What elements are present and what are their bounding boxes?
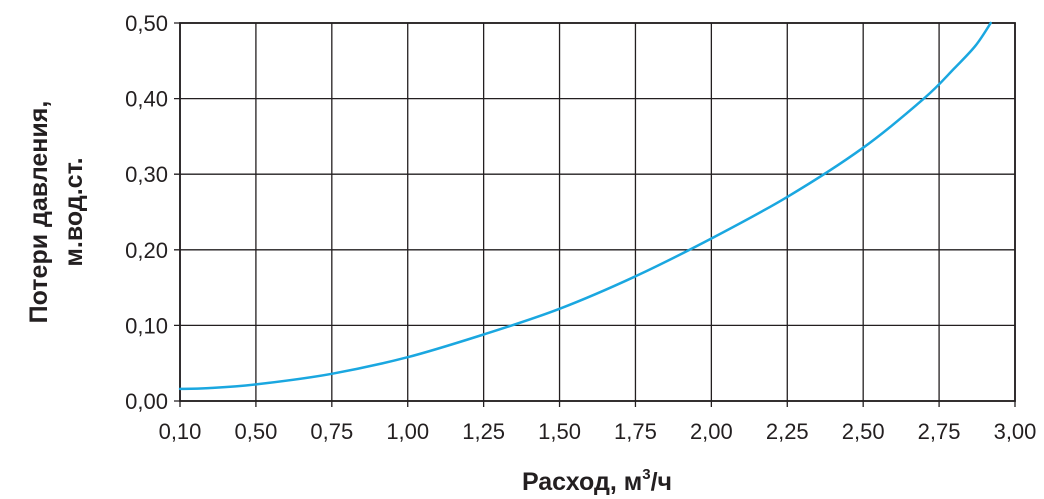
y-tick-label: 0,20	[125, 238, 168, 263]
y-axis-title: Потери давления, м.вод.ст.	[25, 101, 88, 324]
x-tick-label: 0,75	[310, 419, 353, 444]
x-tick-label: 1,50	[538, 419, 581, 444]
x-axis-title-superscript: 3	[642, 466, 650, 483]
x-axis-ticks: 0,10 0,50 0,75 1,00 1,25 1,50 1,75 2,00 2,25 2,50…	[159, 419, 1037, 444]
y-axis-ticks: 0,00 0,10 0,20 0,30 0,40 0,50	[125, 11, 168, 414]
y-tick-label: 0,30	[125, 162, 168, 187]
x-tick-label: 0,10	[159, 419, 202, 444]
grid	[174, 22, 1016, 407]
series-line	[178, 21, 992, 391]
x-axis-title-main: Расход, м	[522, 468, 642, 496]
x-tick-label: 0,50	[234, 419, 277, 444]
x-tick-label: 3,00	[994, 419, 1037, 444]
x-axis-title: Расход, м3/ч	[522, 466, 672, 496]
x-tick-label: 1,00	[386, 419, 429, 444]
y-tick-label: 0,10	[125, 313, 168, 338]
x-tick-label: 1,75	[614, 419, 657, 444]
x-tick-label: 2,25	[766, 419, 809, 444]
y-tick-label: 0,50	[125, 11, 168, 36]
x-tick-label: 1,25	[462, 419, 505, 444]
y-axis-title-line-1: Потери давления,	[25, 101, 53, 324]
y-tick-label: 0,00	[125, 389, 168, 414]
x-axis-title-tail: /ч	[651, 468, 672, 496]
plot-frame	[179, 22, 1016, 402]
y-axis-title-line-2: м.вод.ст.	[60, 157, 88, 266]
y-tick-label: 0,40	[125, 87, 168, 112]
x-tick-label: 2,00	[690, 419, 733, 444]
x-tick-label: 2,75	[918, 419, 961, 444]
x-tick-label: 2,50	[842, 419, 885, 444]
